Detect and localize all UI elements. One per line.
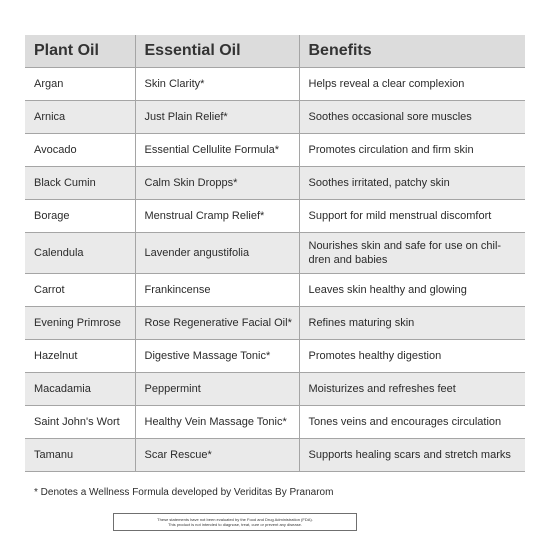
benefits-cell: Soothes occasional sore muscles [298, 100, 525, 134]
table-row: Borage Menstrual Cramp Relief* Support f… [25, 199, 525, 233]
essential-oil-cell: Digestive Massage Tonic* [134, 339, 299, 373]
plant-oil-cell: Carrot [25, 273, 135, 307]
table-row: Argan Skin Clarity* Helps reveal a clear… [25, 67, 525, 101]
plant-oil-cell: Saint John's Wort [25, 405, 135, 439]
oil-pairing-table: Plant Oil Essential Oil Benefits Argan S… [25, 35, 525, 472]
benefits-cell: Refines maturing skin [298, 306, 525, 340]
benefits-cell: Promotes healthy digestion [298, 339, 525, 373]
plant-oil-cell: Black Cumin [25, 166, 135, 200]
header-benefits: Benefits [298, 35, 525, 68]
essential-oil-cell: Essential Cellulite Formula* [134, 133, 299, 167]
plant-oil-cell: Borage [25, 199, 135, 233]
benefits-cell: Supports healing scars and stretch marks [298, 438, 525, 472]
essential-oil-cell: Just Plain Relief* [134, 100, 299, 134]
essential-oil-cell: Peppermint [134, 372, 299, 406]
table-row: Carrot Frankincense Leaves skin healthy … [25, 273, 525, 307]
plant-oil-cell: Macadamia [25, 372, 135, 406]
plant-oil-cell: Argan [25, 67, 135, 101]
plant-oil-cell: Calendula [25, 232, 135, 274]
table-row: Tamanu Scar Rescue* Supports healing sca… [25, 438, 525, 472]
fda-disclaimer-line: This product is not intended to diagnose… [168, 522, 302, 527]
table-row: Avocado Essential Cellulite Formula* Pro… [25, 133, 525, 167]
plant-oil-cell: Tamanu [25, 438, 135, 472]
wellness-formula-footnote: * Denotes a Wellness Formula developed b… [34, 487, 334, 498]
benefits-cell: Tones veins and encourages circulation [298, 405, 525, 439]
benefits-cell: Leaves skin healthy and glowing [298, 273, 525, 307]
essential-oil-cell: Skin Clarity* [134, 67, 299, 101]
plant-oil-cell: Avocado [25, 133, 135, 167]
table-row: Saint John's Wort Healthy Vein Massage T… [25, 405, 525, 439]
essential-oil-cell: Calm Skin Dropps* [134, 166, 299, 200]
essential-oil-cell: Scar Rescue* [134, 438, 299, 472]
benefits-cell: Helps reveal a clear complexion [298, 67, 525, 101]
essential-oil-cell: Frankincense [134, 273, 299, 307]
plant-oil-cell: Arnica [25, 100, 135, 134]
table-row: Calendula Lavender angustifolia Nourishe… [25, 232, 525, 274]
essential-oil-cell: Lavender angustifolia [134, 232, 299, 274]
benefits-cell: Support for mild menstrual discomfort [298, 199, 525, 233]
table-header-row: Plant Oil Essential Oil Benefits [25, 35, 525, 68]
plant-oil-cell: Hazelnut [25, 339, 135, 373]
benefits-cell: Nourishes skin and safe for use on chil-… [298, 232, 525, 274]
benefits-cell: Promotes circulation and firm skin [298, 133, 525, 167]
essential-oil-cell: Rose Regenerative Facial Oil* [134, 306, 299, 340]
table-row: Hazelnut Digestive Massage Tonic* Promot… [25, 339, 525, 373]
benefits-cell: Moisturizes and refreshes feet [298, 372, 525, 406]
table-row: Arnica Just Plain Relief* Soothes occasi… [25, 100, 525, 134]
fda-disclaimer-box: These statements have not been evaluated… [113, 513, 357, 531]
table-row: Macadamia Peppermint Moisturizes and ref… [25, 372, 525, 406]
essential-oil-cell: Menstrual Cramp Relief* [134, 199, 299, 233]
header-essential-oil: Essential Oil [134, 35, 299, 68]
essential-oil-cell: Healthy Vein Massage Tonic* [134, 405, 299, 439]
table-row: Black Cumin Calm Skin Dropps* Soothes ir… [25, 166, 525, 200]
benefits-cell: Soothes irritated, patchy skin [298, 166, 525, 200]
plant-oil-cell: Evening Primrose [25, 306, 135, 340]
header-plant-oil: Plant Oil [25, 35, 135, 68]
fda-disclaimer-line: These statements have not been evaluated… [157, 517, 313, 522]
table-row: Evening Primrose Rose Regenerative Facia… [25, 306, 525, 340]
